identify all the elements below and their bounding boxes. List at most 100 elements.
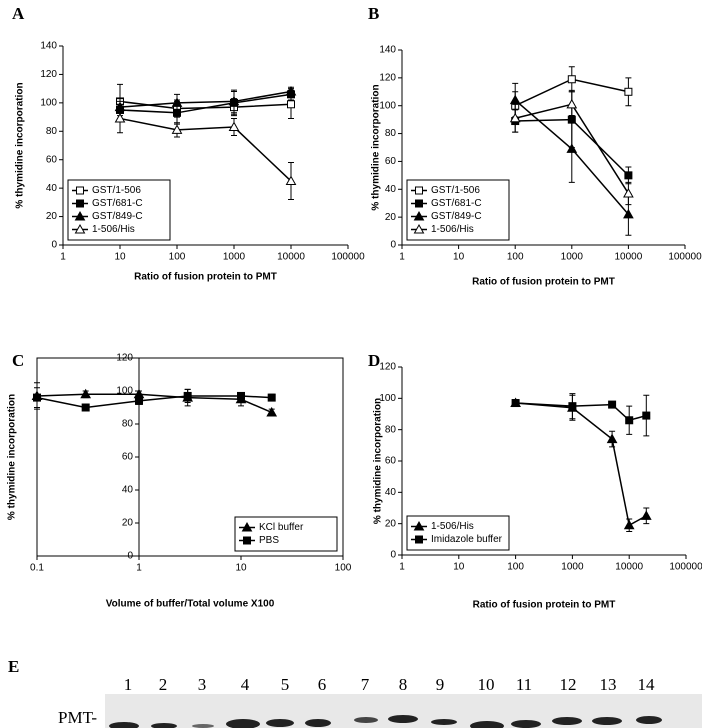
marker: [624, 87, 633, 96]
x-tick-label: 100: [335, 563, 352, 574]
y-tick-label: 80: [385, 128, 397, 139]
lane-label: 1: [124, 675, 133, 694]
marker: [566, 143, 578, 153]
series-line: [119, 93, 292, 114]
lane-label: 14: [638, 675, 656, 694]
x-tick-label: 10: [235, 563, 247, 574]
gel-bands: [109, 715, 662, 728]
legend-label: KCl buffer: [259, 522, 304, 533]
y-axis-label: % thymidine incorporation: [373, 398, 384, 524]
y-tick-label: 80: [385, 424, 397, 435]
marker: [285, 85, 297, 96]
y-tick-label: 20: [46, 211, 58, 222]
marker: [413, 210, 425, 221]
marker: [171, 97, 183, 107]
x-tick-label: 1: [399, 562, 405, 573]
y-tick-label: 60: [385, 156, 397, 167]
y-tick-label: 120: [116, 353, 133, 364]
lane-label: 6: [318, 675, 327, 694]
x-tick-label: 10: [453, 252, 465, 263]
marker: [511, 399, 520, 408]
x-axis-label: Ratio of fusion protein to PMT: [134, 272, 277, 283]
marker: [285, 175, 297, 186]
y-tick-label: 0: [127, 551, 133, 562]
marker: [76, 199, 84, 208]
marker: [243, 536, 251, 545]
x-tick-label: 10000: [277, 252, 305, 263]
y-tick-label: 20: [385, 212, 397, 223]
marker: [237, 391, 245, 400]
y-tick-label: 140: [379, 45, 396, 56]
x-tick-label: 10: [114, 252, 126, 263]
lane-label: 13: [600, 675, 617, 694]
x-tick-label: 10000: [614, 252, 642, 263]
panel-label: E: [8, 657, 19, 676]
marker: [267, 393, 276, 402]
marker: [413, 520, 425, 531]
marker: [608, 400, 617, 409]
y-tick-label: 120: [40, 69, 57, 80]
series-line: [36, 395, 272, 409]
legend-label: GST/681-C: [431, 198, 482, 209]
marker: [81, 403, 90, 412]
y-tick-label: 100: [40, 97, 57, 108]
x-tick-label: 1: [399, 252, 405, 263]
marker: [509, 112, 521, 123]
panel-label: B: [368, 4, 379, 23]
marker: [509, 94, 521, 105]
x-tick-label: 100: [507, 562, 524, 573]
series-line: [119, 90, 292, 108]
x-tick-label: 100000: [331, 252, 365, 263]
legend-box: [406, 515, 510, 551]
marker: [74, 210, 86, 221]
y-tick-label: 0: [51, 240, 57, 251]
lane-label: 5: [281, 675, 290, 694]
x-axis-label: Volume of buffer/Total volume X100: [106, 599, 275, 610]
y-axis-label: % thymidine incorporation: [15, 82, 26, 208]
legend-label: GST/681-C: [92, 198, 143, 209]
legend-label: 1-506/His: [431, 224, 474, 235]
legend-label: Imidazole buffer: [431, 534, 503, 545]
marker: [624, 171, 633, 180]
marker: [415, 186, 423, 195]
marker: [80, 388, 92, 399]
x-axis-label: Ratio of fusion protein to PMT: [473, 600, 616, 611]
lane-label: 3: [198, 675, 207, 694]
y-tick-label: 0: [390, 240, 396, 251]
lane-label: 9: [436, 675, 445, 694]
marker: [642, 411, 651, 420]
x-axis-label: Ratio of fusion protein to PMT: [472, 277, 615, 288]
marker: [228, 121, 240, 132]
x-tick-label: 10000: [615, 562, 643, 573]
panel-label: A: [12, 4, 25, 23]
marker: [33, 393, 41, 402]
y-axis-label: % thymidine incorporation: [371, 84, 382, 210]
y-tick-label: 60: [122, 452, 134, 463]
marker: [623, 187, 634, 198]
x-tick-label: 10: [453, 562, 465, 573]
legend-box: [234, 516, 338, 552]
marker: [640, 510, 652, 520]
x-tick-label: 100000: [668, 252, 702, 263]
x-tick-label: 1: [136, 563, 142, 574]
marker: [135, 396, 143, 405]
y-tick-label: 100: [379, 100, 396, 111]
lane-label: 2: [159, 675, 168, 694]
marker: [183, 391, 192, 400]
y-tick-label: 40: [46, 183, 58, 194]
y-tick-label: 20: [385, 518, 397, 529]
marker: [567, 75, 576, 84]
y-tick-label: 40: [122, 485, 134, 496]
x-tick-label: 100: [169, 252, 186, 263]
marker: [568, 402, 577, 411]
legend-label: GST/849-C: [431, 211, 482, 222]
x-tick-label: 100000: [669, 562, 702, 573]
y-tick-label: 0: [390, 550, 396, 561]
panel-label: D: [368, 351, 380, 370]
marker: [74, 223, 86, 234]
marker: [228, 95, 240, 106]
legend-label: 1-506/His: [92, 224, 135, 235]
y-tick-label: 80: [122, 419, 134, 430]
